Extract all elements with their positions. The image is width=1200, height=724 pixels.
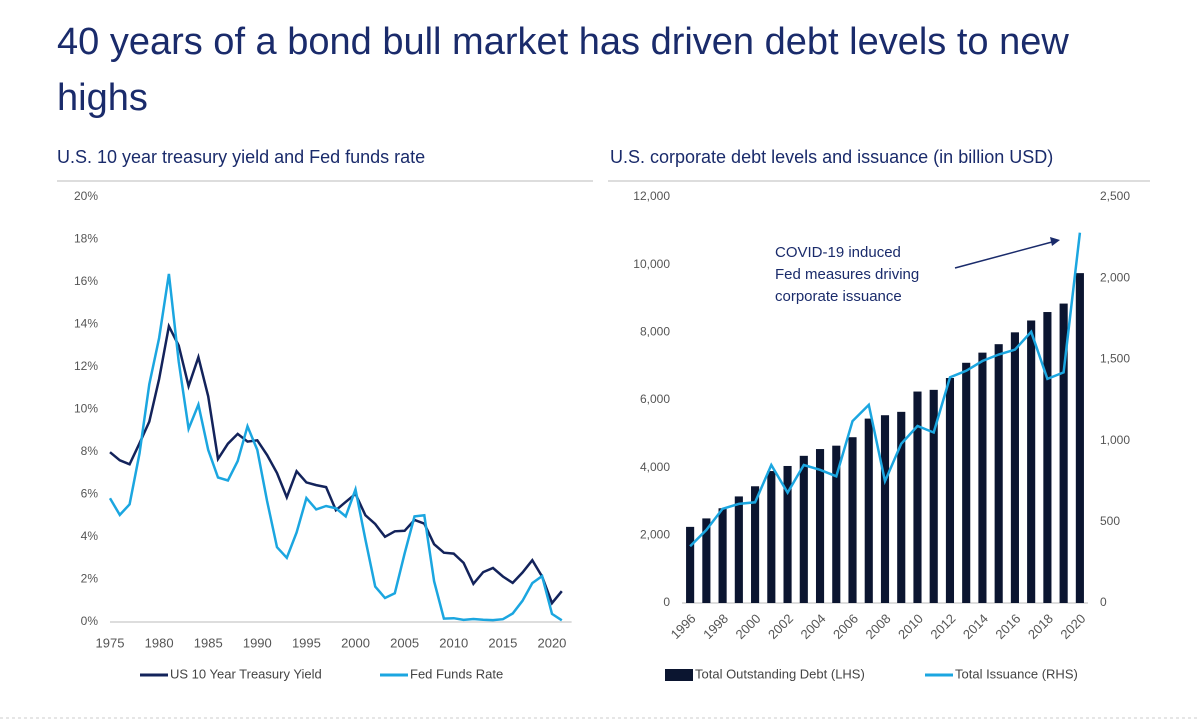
bar — [978, 352, 987, 603]
y-tick-label: 18% — [74, 232, 98, 246]
x-tick-label: 2018 — [1025, 611, 1056, 642]
annotation: COVID-19 induced — [775, 244, 901, 261]
y-tick-label: 16% — [74, 274, 98, 288]
y-tick-label: 6,000 — [640, 392, 670, 406]
bar — [1043, 312, 1052, 603]
y-tick-label: 10% — [74, 402, 98, 416]
legend-swatch — [665, 669, 693, 681]
x-tick-label: 1996 — [668, 611, 699, 642]
x-tick-label: 1995 — [292, 635, 321, 650]
x-tick-label: 1985 — [194, 635, 223, 650]
legend-label: Total Outstanding Debt (LHS) — [695, 666, 865, 681]
bar — [767, 471, 776, 603]
x-tick-label: 2002 — [765, 611, 796, 642]
line-series — [689, 232, 1082, 548]
y-tick-label: 0% — [81, 614, 99, 628]
annotation: Fed measures driving — [775, 266, 919, 283]
x-tick-label: 2010 — [895, 611, 926, 642]
x-tick-label: 2005 — [390, 635, 419, 650]
x-tick-label: 2020 — [537, 635, 566, 650]
chart-subtitle: U.S. 10 year treasury yield and Fed fund… — [57, 147, 425, 167]
page-title: 40 years of a bond bull market has drive… — [57, 21, 1069, 119]
bar — [783, 465, 792, 603]
annotation-arrow — [954, 241, 1053, 269]
x-tick-label: 2004 — [798, 611, 829, 642]
line-series — [108, 273, 563, 622]
x-tick-label: 2010 — [439, 635, 468, 650]
bar — [848, 437, 857, 603]
bar — [994, 344, 1003, 603]
y2-tick-label: 2,000 — [1100, 270, 1130, 284]
bar — [1027, 320, 1036, 603]
arrow-head — [1050, 237, 1060, 246]
x-tick-label: 2014 — [960, 611, 991, 642]
annotation: corporate issuance — [775, 288, 902, 305]
y-tick-label: 12% — [74, 359, 98, 373]
line-series — [109, 322, 563, 606]
bar — [864, 418, 873, 603]
bar — [832, 445, 841, 603]
bar — [1075, 273, 1084, 603]
y-tick-label: 2% — [81, 572, 99, 586]
y-tick-label: 12,000 — [633, 189, 670, 203]
bar — [734, 496, 743, 603]
y-tick-label: 20% — [74, 189, 98, 203]
x-tick-label: 2020 — [1057, 611, 1088, 642]
bar — [751, 486, 760, 603]
legend-label: Fed Funds Rate — [410, 666, 503, 681]
bar — [880, 415, 890, 603]
y2-tick-label: 0 — [1100, 595, 1107, 609]
x-tick-label: 1980 — [145, 635, 174, 650]
x-tick-label: 2015 — [488, 635, 517, 650]
bar — [718, 508, 727, 603]
y-tick-label: 8,000 — [640, 325, 670, 339]
y2-tick-label: 500 — [1100, 514, 1120, 528]
y2-tick-label: 1,500 — [1100, 352, 1130, 366]
bar — [1059, 303, 1068, 603]
x-tick-label: 2012 — [927, 611, 958, 642]
chart-subtitle: U.S. corporate debt levels and issuance … — [610, 147, 1053, 167]
bar — [686, 526, 695, 603]
y2-tick-label: 1,000 — [1100, 433, 1130, 447]
y-tick-label: 10,000 — [633, 257, 670, 271]
bar — [815, 449, 825, 603]
legend-label: Total Issuance (RHS) — [955, 666, 1078, 681]
y-tick-label: 0 — [663, 595, 670, 609]
bar — [702, 518, 711, 603]
y-tick-label: 4% — [81, 529, 99, 543]
x-tick-label: 1975 — [96, 635, 125, 650]
bar — [897, 411, 906, 603]
bar — [945, 378, 955, 603]
x-tick-label: 2008 — [862, 611, 893, 642]
y2-tick-label: 2,500 — [1100, 189, 1130, 203]
bar — [799, 455, 808, 603]
y-tick-label: 2,000 — [640, 528, 670, 542]
y-tick-label: 6% — [81, 487, 99, 501]
x-tick-label: 2000 — [733, 611, 764, 642]
bar — [929, 389, 938, 603]
y-tick-label: 4,000 — [640, 460, 670, 474]
bar — [913, 391, 922, 603]
x-tick-label: 2006 — [830, 611, 861, 642]
y-tick-label: 14% — [74, 317, 98, 331]
x-tick-label: 1990 — [243, 635, 272, 650]
legend-label: US 10 Year Treasury Yield — [170, 666, 322, 681]
y-tick-label: 8% — [81, 444, 99, 458]
bar — [1010, 332, 1019, 603]
bar — [962, 362, 971, 603]
x-tick-label: 1998 — [700, 611, 731, 642]
x-tick-label: 2016 — [992, 611, 1023, 642]
x-tick-label: 2000 — [341, 635, 370, 650]
